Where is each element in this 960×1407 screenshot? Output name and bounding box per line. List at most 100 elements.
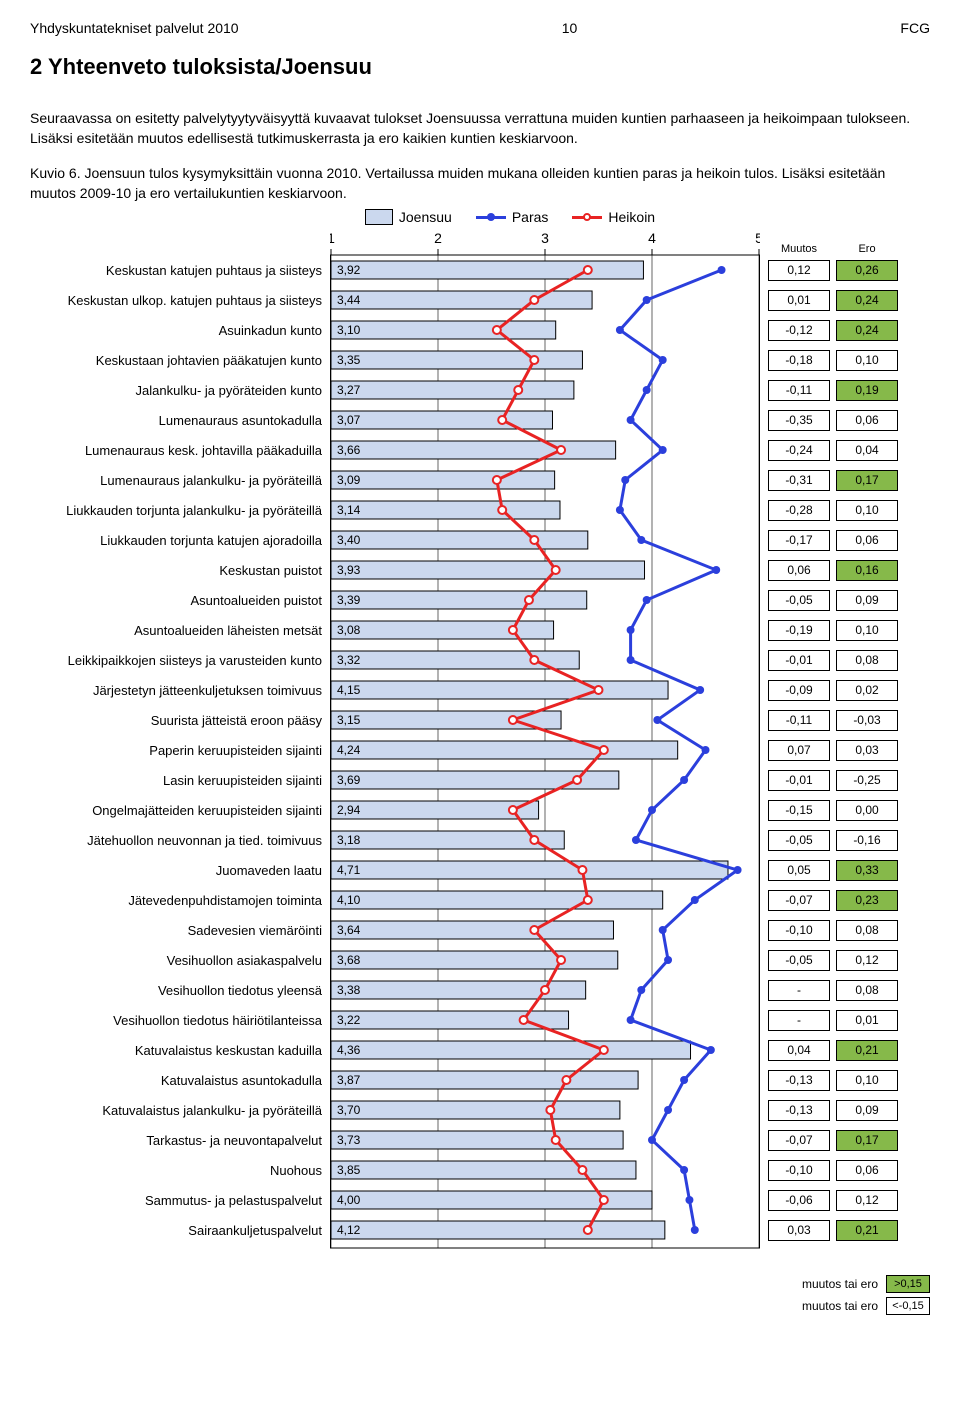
- svg-text:1: 1: [330, 230, 335, 246]
- chart-svg: 123453,923,443,103,353,273,073,663,093,1…: [330, 229, 760, 1249]
- svg-text:3,07: 3,07: [337, 413, 361, 427]
- legend-best-label: Paras: [512, 209, 549, 225]
- row-label: Keskustan katujen puhtaus ja siisteys: [30, 255, 330, 285]
- ero-cell: 0,26: [836, 260, 898, 281]
- footer-hi-swatch: >0,15: [886, 1275, 930, 1293]
- side-row: -0,01 0,08: [768, 645, 898, 675]
- figure-caption: Kuvio 6. Joensuun tulos kysymyksittäin v…: [30, 163, 930, 204]
- side-row: 0,050,33: [768, 855, 898, 885]
- muutos-cell: -0,17: [768, 530, 830, 551]
- row-label: Paperin keruupisteiden sijainti: [30, 735, 330, 765]
- row-label: Vesihuollon asiakaspalvelu: [30, 945, 330, 975]
- ero-cell: 0,33: [836, 860, 898, 881]
- svg-text:3,09: 3,09: [337, 473, 361, 487]
- svg-text:3,44: 3,44: [337, 293, 361, 307]
- svg-text:2,94: 2,94: [337, 803, 361, 817]
- header-center: 10: [562, 20, 578, 36]
- ero-cell: 0,24: [836, 290, 898, 311]
- side-row: 0,070,03: [768, 735, 898, 765]
- row-label: Katuvalaistus jalankulku- ja pyöräteillä: [30, 1095, 330, 1125]
- muutos-cell: -0,11: [768, 710, 830, 731]
- muutos-cell: -0,01: [768, 650, 830, 671]
- svg-text:4,00: 4,00: [337, 1193, 361, 1207]
- chart-legend: Joensuu Paras Heikoin: [90, 209, 930, 225]
- svg-text:3,38: 3,38: [337, 983, 361, 997]
- side-row: -0,050,12: [768, 945, 898, 975]
- ero-cell: 0,24: [836, 320, 898, 341]
- ero-cell: 0,19: [836, 380, 898, 401]
- muutos-cell: -0,05: [768, 590, 830, 611]
- row-label: Sairaankuljetuspalvelut: [30, 1215, 330, 1245]
- muutos-cell: -: [768, 980, 830, 1001]
- chart-plot-column: 123453,923,443,103,353,273,073,663,093,1…: [330, 229, 760, 1249]
- side-header-muutos: Muutos: [768, 243, 830, 255]
- side-row: -0,09 0,02: [768, 675, 898, 705]
- legend-series-swatch: [365, 209, 393, 225]
- ero-cell: 0,08: [836, 650, 898, 671]
- footer-lo-swatch: <-0,15: [886, 1297, 930, 1315]
- ero-cell: 0,08: [836, 920, 898, 941]
- chart-container: Keskustan katujen puhtaus ja siisteysKes…: [30, 229, 930, 1249]
- row-labels-column: Keskustan katujen puhtaus ja siisteysKes…: [30, 229, 330, 1245]
- header-right: FCG: [900, 20, 930, 36]
- side-row: -0,350,06: [768, 405, 898, 435]
- svg-text:4,36: 4,36: [337, 1043, 361, 1057]
- side-row: -0,18 0,10: [768, 345, 898, 375]
- svg-text:3,92: 3,92: [337, 263, 361, 277]
- side-row: -0,17 0,06: [768, 525, 898, 555]
- svg-text:3,70: 3,70: [337, 1103, 361, 1117]
- ero-cell: 0,10: [836, 350, 898, 371]
- footer-legend-lo: muutos tai ero <-0,15: [802, 1297, 930, 1315]
- row-label: Juomaveden laatu: [30, 855, 330, 885]
- footer-legend-hi: muutos tai ero >0,15: [802, 1275, 930, 1293]
- muutos-cell: -0,12: [768, 320, 830, 341]
- row-label: Liukkauden torjunta katujen ajoradoilla: [30, 525, 330, 555]
- muutos-cell: -0,13: [768, 1100, 830, 1121]
- ero-cell: 0,02: [836, 680, 898, 701]
- ero-cell: 0,10: [836, 620, 898, 641]
- side-row: 0,010,24: [768, 285, 898, 315]
- row-label: Ongelmajätteiden keruupisteiden sijainti: [30, 795, 330, 825]
- footer-legend-text: muutos tai ero: [802, 1299, 878, 1313]
- ero-cell: 0,04: [836, 440, 898, 461]
- muutos-cell: -0,31: [768, 470, 830, 491]
- muutos-cell: -0,05: [768, 950, 830, 971]
- row-label: Sammutus- ja pelastuspalvelut: [30, 1185, 330, 1215]
- svg-text:3,27: 3,27: [337, 383, 361, 397]
- legend-worst: Heikoin: [572, 209, 655, 225]
- muutos-cell: 0,07: [768, 740, 830, 761]
- svg-text:3,64: 3,64: [337, 923, 361, 937]
- muutos-cell: -0,19: [768, 620, 830, 641]
- row-label: Lumenauraus jalankulku- ja pyöräteillä: [30, 465, 330, 495]
- svg-text:3,85: 3,85: [337, 1163, 361, 1177]
- muutos-cell: -0,09: [768, 680, 830, 701]
- side-row: -0,070,17: [768, 1125, 898, 1155]
- row-label: Asuntoalueiden puistot: [30, 585, 330, 615]
- muutos-cell: -0,15: [768, 800, 830, 821]
- side-row: -0,08: [768, 975, 898, 1005]
- row-label: Leikkipaikkojen siisteys ja varusteiden …: [30, 645, 330, 675]
- side-row: 0,120,26: [768, 255, 898, 285]
- muutos-cell: -0,28: [768, 500, 830, 521]
- muutos-cell: -0,13: [768, 1070, 830, 1091]
- svg-text:4,12: 4,12: [337, 1223, 361, 1237]
- legend-worst-swatch: [572, 210, 602, 224]
- side-headers: Muutos Ero: [768, 229, 898, 255]
- ero-cell: 0,06: [836, 530, 898, 551]
- row-label: Jalankulku- ja pyöräteiden kunto: [30, 375, 330, 405]
- row-label: Lumenauraus asuntokadulla: [30, 405, 330, 435]
- side-row: -0,05-0,16: [768, 825, 898, 855]
- svg-text:3: 3: [541, 230, 549, 246]
- ero-cell: -0,16: [836, 830, 898, 851]
- side-values-column: Muutos Ero 09-10keskiarvoon0,120,260,010…: [768, 229, 898, 1245]
- ero-cell: 0,23: [836, 890, 898, 911]
- muutos-cell: -0,18: [768, 350, 830, 371]
- svg-text:3,15: 3,15: [337, 713, 361, 727]
- legend-series: Joensuu: [365, 209, 452, 225]
- ero-cell: 0,09: [836, 590, 898, 611]
- row-label: Tarkastus- ja neuvontapalvelut: [30, 1125, 330, 1155]
- muutos-cell: -0,35: [768, 410, 830, 431]
- svg-text:4: 4: [648, 230, 656, 246]
- ero-cell: 0,01: [836, 1010, 898, 1031]
- side-row: -0,130,10: [768, 1065, 898, 1095]
